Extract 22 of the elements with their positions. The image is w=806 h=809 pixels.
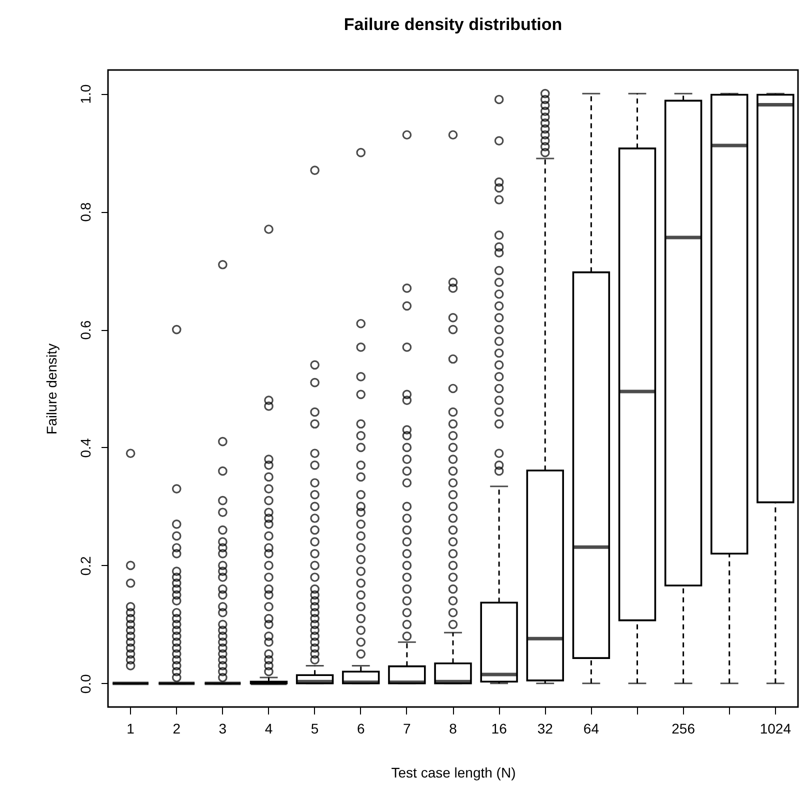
x-tick-label: 7	[403, 720, 412, 736]
x-tick-label: 64	[583, 720, 600, 736]
y-tick-label: 0.4	[78, 438, 94, 458]
x-tick-label: 6	[356, 720, 365, 736]
x-tick-label: 8	[449, 720, 458, 736]
x-tick-label: 32	[537, 720, 554, 736]
x-tick-label: 16	[491, 720, 508, 736]
y-tick-label: 0.6	[78, 320, 94, 340]
chart-title: Failure density distribution	[344, 15, 562, 34]
y-tick-label: 1.0	[78, 84, 94, 104]
y-tick-label: 0.8	[78, 202, 94, 222]
y-tick-label: 0.0	[78, 674, 94, 694]
x-tick-label: 4	[264, 720, 273, 736]
y-tick-label: 0.2	[78, 556, 94, 576]
x-tick-label: 1024	[760, 720, 792, 736]
x-tick-label: 2	[172, 720, 181, 736]
x-axis-title: Test case length (N)	[391, 764, 516, 780]
x-tick-label: 1	[126, 720, 135, 736]
x-tick-label: 3	[218, 720, 227, 736]
x-tick-label: 256	[672, 720, 696, 736]
y-axis-title: Failure density	[44, 343, 60, 435]
x-tick-label: 5	[310, 720, 319, 736]
